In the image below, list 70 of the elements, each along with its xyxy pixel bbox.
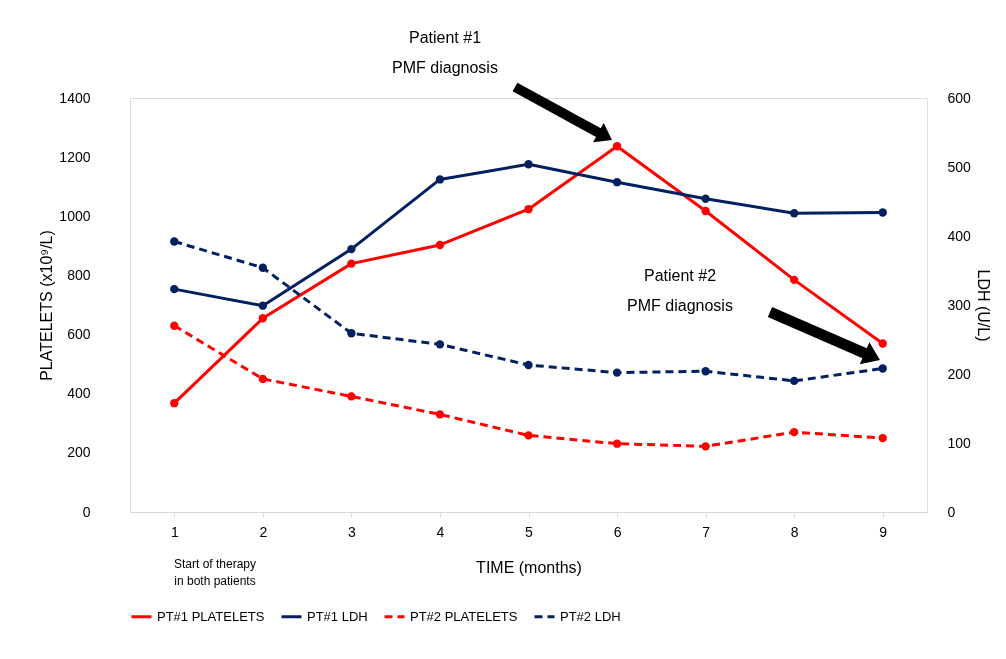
y-tick-label: 1200	[59, 148, 91, 165]
point	[878, 433, 887, 443]
point	[170, 284, 179, 294]
point	[612, 142, 622, 151]
x-tick-label: 2	[259, 523, 268, 540]
y2-tick-label: 300	[947, 296, 972, 313]
point	[524, 205, 533, 214]
y-tick-label: 400	[67, 385, 91, 402]
y2-tick-label: 100	[947, 434, 972, 451]
y-tick-label: 800	[67, 266, 91, 283]
y-tick-label: 1400	[59, 89, 91, 106]
point	[435, 410, 445, 419]
y-tick-label: 200	[67, 444, 91, 461]
point	[170, 399, 179, 408]
x-tick-label: 1	[170, 523, 179, 540]
y2-tick-label: 500	[947, 158, 972, 175]
point	[435, 175, 445, 184]
y2-axis-title: LDH (U/L)	[974, 269, 992, 342]
point	[347, 392, 356, 401]
point	[789, 427, 799, 437]
point	[701, 442, 710, 451]
point	[258, 301, 268, 310]
point	[701, 367, 710, 376]
point	[347, 259, 356, 268]
point	[789, 209, 799, 218]
x-tick-label: 3	[347, 523, 356, 540]
point	[789, 376, 799, 386]
legend-label: PT#2 LDH	[560, 608, 621, 624]
legend-label: PT#1 PLATELETS	[157, 608, 265, 624]
x-tick-label: 7	[702, 523, 711, 540]
legend-label: PT#1 LDH	[307, 608, 368, 624]
x-axis-title: TIME (months)	[476, 558, 582, 576]
point	[435, 240, 445, 250]
text: Start of therapy in both patients	[173, 557, 257, 588]
x-tick-label: 4	[436, 523, 445, 540]
legend-label: PT#2 PLATELETS	[410, 608, 518, 624]
point	[878, 339, 887, 348]
point	[347, 329, 356, 338]
point	[258, 374, 268, 384]
y-axis-title: PLATELETS (x10⁹/L)	[38, 230, 56, 381]
point	[701, 206, 710, 216]
text: Patient #1 PMF diagnosis	[392, 29, 498, 76]
y2-tick-label: 0	[947, 503, 956, 520]
y-tick-label: 0	[82, 503, 91, 520]
point	[524, 160, 533, 169]
y2-tick-label: 400	[947, 227, 972, 244]
point	[170, 237, 179, 246]
x-tick-label: 6	[613, 523, 622, 540]
point	[258, 314, 268, 323]
point	[878, 208, 887, 217]
point	[701, 194, 710, 203]
point	[612, 439, 622, 448]
point	[524, 431, 533, 440]
x-tick-label: 5	[525, 523, 534, 540]
point	[612, 368, 622, 377]
point	[524, 360, 533, 370]
point	[789, 275, 799, 285]
point	[878, 364, 887, 373]
y-tick-label: 600	[67, 326, 91, 343]
point	[170, 321, 179, 330]
x-tick-label: 9	[879, 523, 888, 540]
annotation: Patient #2 PMF diagnosis	[627, 267, 733, 314]
point	[612, 178, 622, 187]
x-tick-label: 8	[790, 523, 799, 540]
y2-tick-label: 200	[947, 365, 972, 382]
y-tick-label: 1000	[59, 207, 91, 224]
point	[435, 340, 445, 349]
y2-tick-label: 600	[947, 89, 972, 106]
point	[258, 263, 268, 272]
point	[347, 244, 356, 254]
